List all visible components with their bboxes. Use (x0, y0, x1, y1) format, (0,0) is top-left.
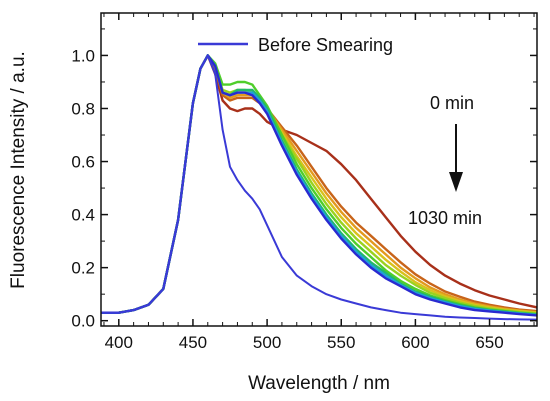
axis-ticks: 400 450 500 550 600 650 0.0 0.2 0.4 0.6 0.8 1.0 (71, 13, 537, 352)
annotation-start-label: 0 min (430, 93, 474, 113)
x-tick-label: 550 (327, 333, 355, 352)
y-tick-label: 1.0 (71, 46, 95, 65)
x-tick-label: 600 (401, 333, 429, 352)
legend: Before Smearing (198, 35, 393, 55)
x-tick-label: 500 (253, 333, 281, 352)
annotation-arrow-head (449, 172, 463, 192)
x-axis-title: Wavelength / nm (248, 373, 390, 394)
x-tick-label: 450 (179, 333, 207, 352)
legend-label: Before Smearing (258, 35, 393, 55)
y-tick-label: 0.2 (71, 259, 95, 278)
plot-area (101, 54, 537, 321)
x-tick-label: 650 (475, 333, 503, 352)
y-tick-label: 0.0 (71, 312, 95, 331)
plot-frame (100, 12, 538, 327)
series-line-0 (101, 54, 537, 321)
time-annotation: 0 min 1030 min (408, 93, 482, 228)
y-axis-title: Fluorescence Intensity / a.u. (8, 51, 29, 289)
annotation-end-label: 1030 min (408, 208, 482, 228)
y-tick-label: 0.4 (71, 206, 95, 225)
y-tick-label: 0.6 (71, 153, 95, 172)
y-tick-label: 0.8 (71, 99, 95, 118)
x-tick-label: 400 (105, 333, 133, 352)
